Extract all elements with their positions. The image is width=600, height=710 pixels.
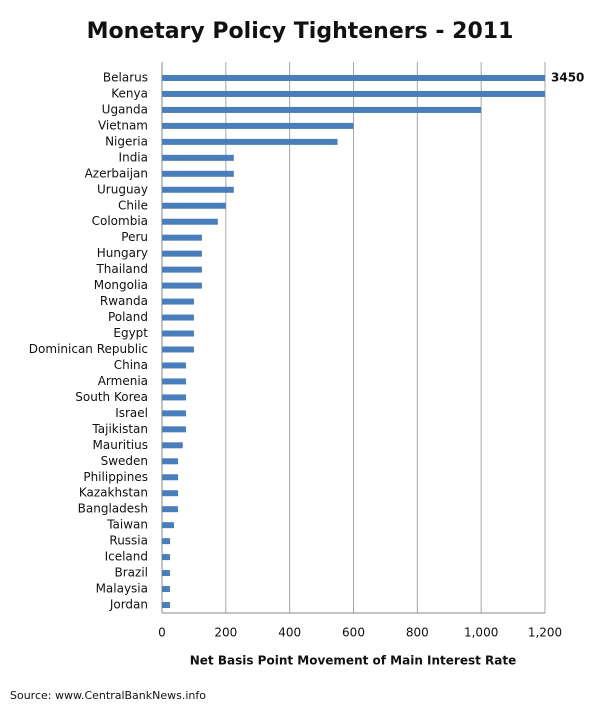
- x-tick-label: 0: [158, 626, 166, 640]
- bar: [162, 186, 234, 193]
- bar: [162, 106, 482, 113]
- bar: [162, 170, 234, 177]
- y-tick-label: Brazil: [115, 566, 149, 580]
- y-tick-label: Uganda: [102, 102, 148, 116]
- bar: [162, 426, 186, 433]
- bar: [162, 458, 178, 465]
- x-tick-label: 1,200: [528, 626, 562, 640]
- x-tick-label: 800: [406, 626, 429, 640]
- bar: [162, 314, 194, 321]
- source: Source: www.CentralBankNews.info: [10, 689, 206, 702]
- y-tick-label: Nigeria: [105, 134, 148, 148]
- value-label: 3450: [551, 70, 584, 84]
- y-tick-label: Taiwan: [106, 518, 148, 532]
- bar: [162, 346, 194, 353]
- bar: [162, 394, 186, 401]
- bar: [162, 554, 170, 561]
- y-tick-label: Mongolia: [94, 278, 148, 292]
- x-tick-label: 600: [342, 626, 365, 640]
- y-tick-label: Malaysia: [96, 582, 148, 596]
- y-tick-label: Armenia: [98, 374, 148, 388]
- bar: [162, 202, 226, 209]
- bar: [162, 298, 194, 305]
- y-tick-label: Dominican Republic: [29, 342, 148, 356]
- x-tick-label: 400: [278, 626, 301, 640]
- y-tick-label: Philippines: [83, 470, 148, 484]
- y-tick-label: Hungary: [97, 246, 148, 260]
- bar: [162, 538, 170, 545]
- y-tick-label: Peru: [121, 230, 148, 244]
- y-tick-label: Egypt: [113, 326, 148, 340]
- y-tick-label: Colombia: [92, 214, 148, 228]
- bar: [162, 122, 354, 129]
- bar: [162, 602, 170, 609]
- y-tick-label: Kenya: [111, 86, 148, 100]
- bar: [162, 522, 174, 529]
- y-tick-label: Belarus: [103, 70, 148, 84]
- y-tick-label: Mauritius: [93, 438, 148, 452]
- bar: [162, 74, 545, 81]
- bar: [162, 218, 218, 225]
- bar: [162, 474, 178, 481]
- bar: [162, 362, 186, 369]
- y-tick-label: Kazakhstan: [79, 486, 148, 500]
- y-tick-label: Jordan: [109, 598, 148, 612]
- x-tick-label: 200: [214, 626, 237, 640]
- y-tick-label: Bangladesh: [78, 502, 148, 516]
- y-tick-label: Poland: [108, 310, 148, 324]
- y-tick-label: India: [119, 150, 148, 164]
- y-tick-label: South Korea: [75, 390, 148, 404]
- bar: [162, 250, 202, 257]
- chart-title: Monetary Policy Tighteners - 2011: [87, 19, 514, 44]
- x-tick-label: 1,000: [464, 626, 498, 640]
- x-axis-label: Net Basis Point Movement of Main Interes…: [190, 654, 517, 668]
- bar: [162, 570, 170, 577]
- y-tick-label: Iceland: [105, 550, 148, 564]
- y-tick-label: Rwanda: [100, 294, 148, 308]
- bar: [162, 266, 202, 273]
- bar: [162, 154, 234, 161]
- y-tick-label: China: [114, 358, 148, 372]
- bar: [162, 138, 338, 145]
- y-tick-label: Chile: [118, 198, 148, 212]
- y-tick-label: Sweden: [101, 454, 148, 468]
- bar: [162, 282, 202, 289]
- y-tick-label: Israel: [115, 406, 148, 420]
- bar: [162, 410, 186, 417]
- bar: [162, 234, 202, 241]
- bar: [162, 378, 186, 385]
- bar: [162, 586, 170, 593]
- bar: [162, 442, 183, 449]
- bar: [162, 490, 178, 497]
- y-tick-label: Thailand: [95, 262, 148, 276]
- y-tick-label: Vietnam: [98, 118, 148, 132]
- y-tick-label: Uruguay: [97, 182, 148, 196]
- y-tick-label: Azerbaijan: [85, 166, 148, 180]
- y-tick-label: Tajikistan: [91, 422, 148, 436]
- bar: [162, 330, 194, 337]
- bar: [162, 90, 545, 97]
- y-tick-label: Russia: [109, 534, 148, 548]
- plot-area: [162, 74, 545, 609]
- bar: [162, 506, 178, 513]
